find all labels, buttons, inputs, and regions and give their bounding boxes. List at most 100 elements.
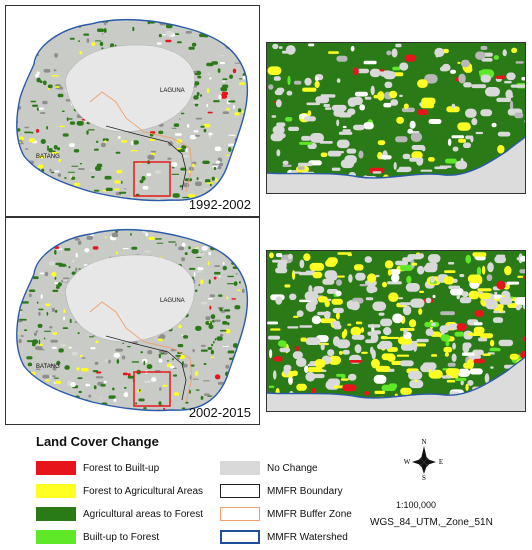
land-cover-patch: [353, 124, 365, 131]
land-cover-patch: [213, 224, 215, 228]
land-cover-patch: [492, 317, 504, 323]
land-cover-patch: [220, 36, 228, 41]
land-cover-patch: [511, 47, 518, 53]
land-cover-patch: [231, 298, 236, 300]
land-cover-patch: [19, 318, 27, 321]
land-cover-patch: [51, 230, 57, 234]
land-cover-patch: [431, 354, 438, 357]
land-cover-patch: [173, 374, 178, 377]
land-cover-patch: [17, 163, 25, 168]
land-cover-patch: [26, 164, 32, 167]
land-cover-patch: [182, 155, 190, 158]
land-cover-patch: [134, 418, 141, 421]
land-cover-patch: [141, 175, 146, 181]
land-cover-patch: [63, 277, 70, 280]
land-cover-patch: [361, 351, 368, 354]
land-cover-patch: [354, 344, 362, 354]
land-cover-patch: [146, 19, 149, 21]
land-cover-patch: [387, 269, 392, 276]
land-cover-patch: [32, 254, 35, 259]
land-cover-patch: [403, 103, 409, 109]
land-cover-patch: [242, 348, 247, 352]
compass-w: W: [404, 458, 411, 466]
land-cover-patch: [32, 339, 39, 345]
land-cover-patch: [255, 29, 259, 32]
land-cover-patch: [107, 410, 116, 411]
land-cover-patch: [170, 365, 175, 369]
land-cover-patch: [258, 356, 260, 358]
land-cover-patch: [257, 106, 260, 109]
land-cover-patch: [32, 276, 39, 280]
land-cover-patch: [423, 264, 438, 273]
land-cover-patch: [252, 242, 256, 244]
land-cover-patch: [386, 50, 392, 56]
land-cover-patch: [257, 60, 259, 63]
land-cover-patch: [227, 350, 235, 354]
land-cover-patch: [372, 171, 382, 174]
legend-item-mmfr-boundary: MMFR Boundary: [220, 483, 343, 499]
land-cover-patch: [247, 319, 248, 321]
land-cover-patch: [251, 271, 256, 273]
land-cover-patch: [242, 173, 244, 176]
land-cover-patch: [448, 323, 459, 330]
land-cover-patch: [56, 360, 61, 366]
land-cover-patch: [94, 40, 102, 42]
land-cover-patch: [270, 328, 281, 331]
land-cover-patch: [62, 205, 68, 210]
land-cover-patch: [121, 140, 128, 143]
land-cover-patch: [85, 20, 93, 23]
land-cover-patch: [148, 236, 155, 240]
land-cover-patch: [172, 193, 180, 198]
land-cover-patch: [373, 94, 383, 99]
land-cover-patch: [72, 227, 79, 229]
land-cover-patch: [448, 285, 461, 289]
land-cover-patch: [173, 11, 179, 12]
land-cover-patch: [21, 204, 25, 208]
legend-label: MMFR Buffer Zone: [267, 508, 352, 520]
land-cover-patch: [364, 96, 372, 100]
land-cover-patch: [93, 211, 100, 215]
land-cover-patch: [384, 260, 394, 269]
land-cover-patch: [56, 197, 59, 201]
land-cover-patch: [135, 412, 141, 413]
land-cover-patch: [199, 229, 203, 230]
land-cover-patch: [9, 190, 15, 192]
land-cover-patch: [174, 221, 179, 222]
land-cover-patch: [391, 273, 400, 283]
land-cover-patch: [70, 19, 75, 22]
land-cover-patch: [194, 181, 202, 187]
land-cover-patch: [405, 283, 420, 292]
land-cover-patch: [16, 237, 22, 243]
land-cover-patch: [206, 182, 213, 184]
land-cover-patch: [248, 192, 254, 196]
land-cover-patch: [68, 266, 71, 269]
land-cover-patch: [45, 191, 53, 196]
land-cover-patch: [180, 205, 183, 209]
land-cover-patch: [380, 318, 393, 327]
land-cover-patch: [94, 222, 96, 227]
land-cover-patch: [203, 363, 207, 365]
land-cover-patch: [205, 321, 213, 326]
land-cover-patch: [359, 284, 368, 287]
land-cover-patch: [208, 251, 212, 256]
land-cover-patch: [35, 220, 38, 224]
land-cover-patch: [257, 236, 259, 238]
land-cover-patch: [313, 286, 325, 294]
land-cover-patch: [25, 261, 33, 266]
land-cover-patch: [25, 47, 31, 52]
land-cover-patch: [19, 368, 26, 371]
land-cover-patch: [64, 365, 70, 370]
land-cover-patch: [383, 327, 392, 336]
land-cover-patch: [214, 265, 221, 267]
land-cover-patch: [253, 339, 255, 341]
land-cover-patch: [206, 88, 210, 94]
land-cover-patch: [275, 296, 283, 305]
land-cover-patch: [417, 79, 428, 88]
land-cover-patch: [520, 255, 525, 262]
land-cover-patch: [12, 253, 16, 258]
legend-label: No Change: [267, 462, 318, 474]
land-cover-patch: [17, 282, 24, 287]
land-cover-patch: [233, 282, 237, 286]
land-cover-patch: [514, 112, 524, 119]
land-cover-patch: [48, 150, 56, 153]
